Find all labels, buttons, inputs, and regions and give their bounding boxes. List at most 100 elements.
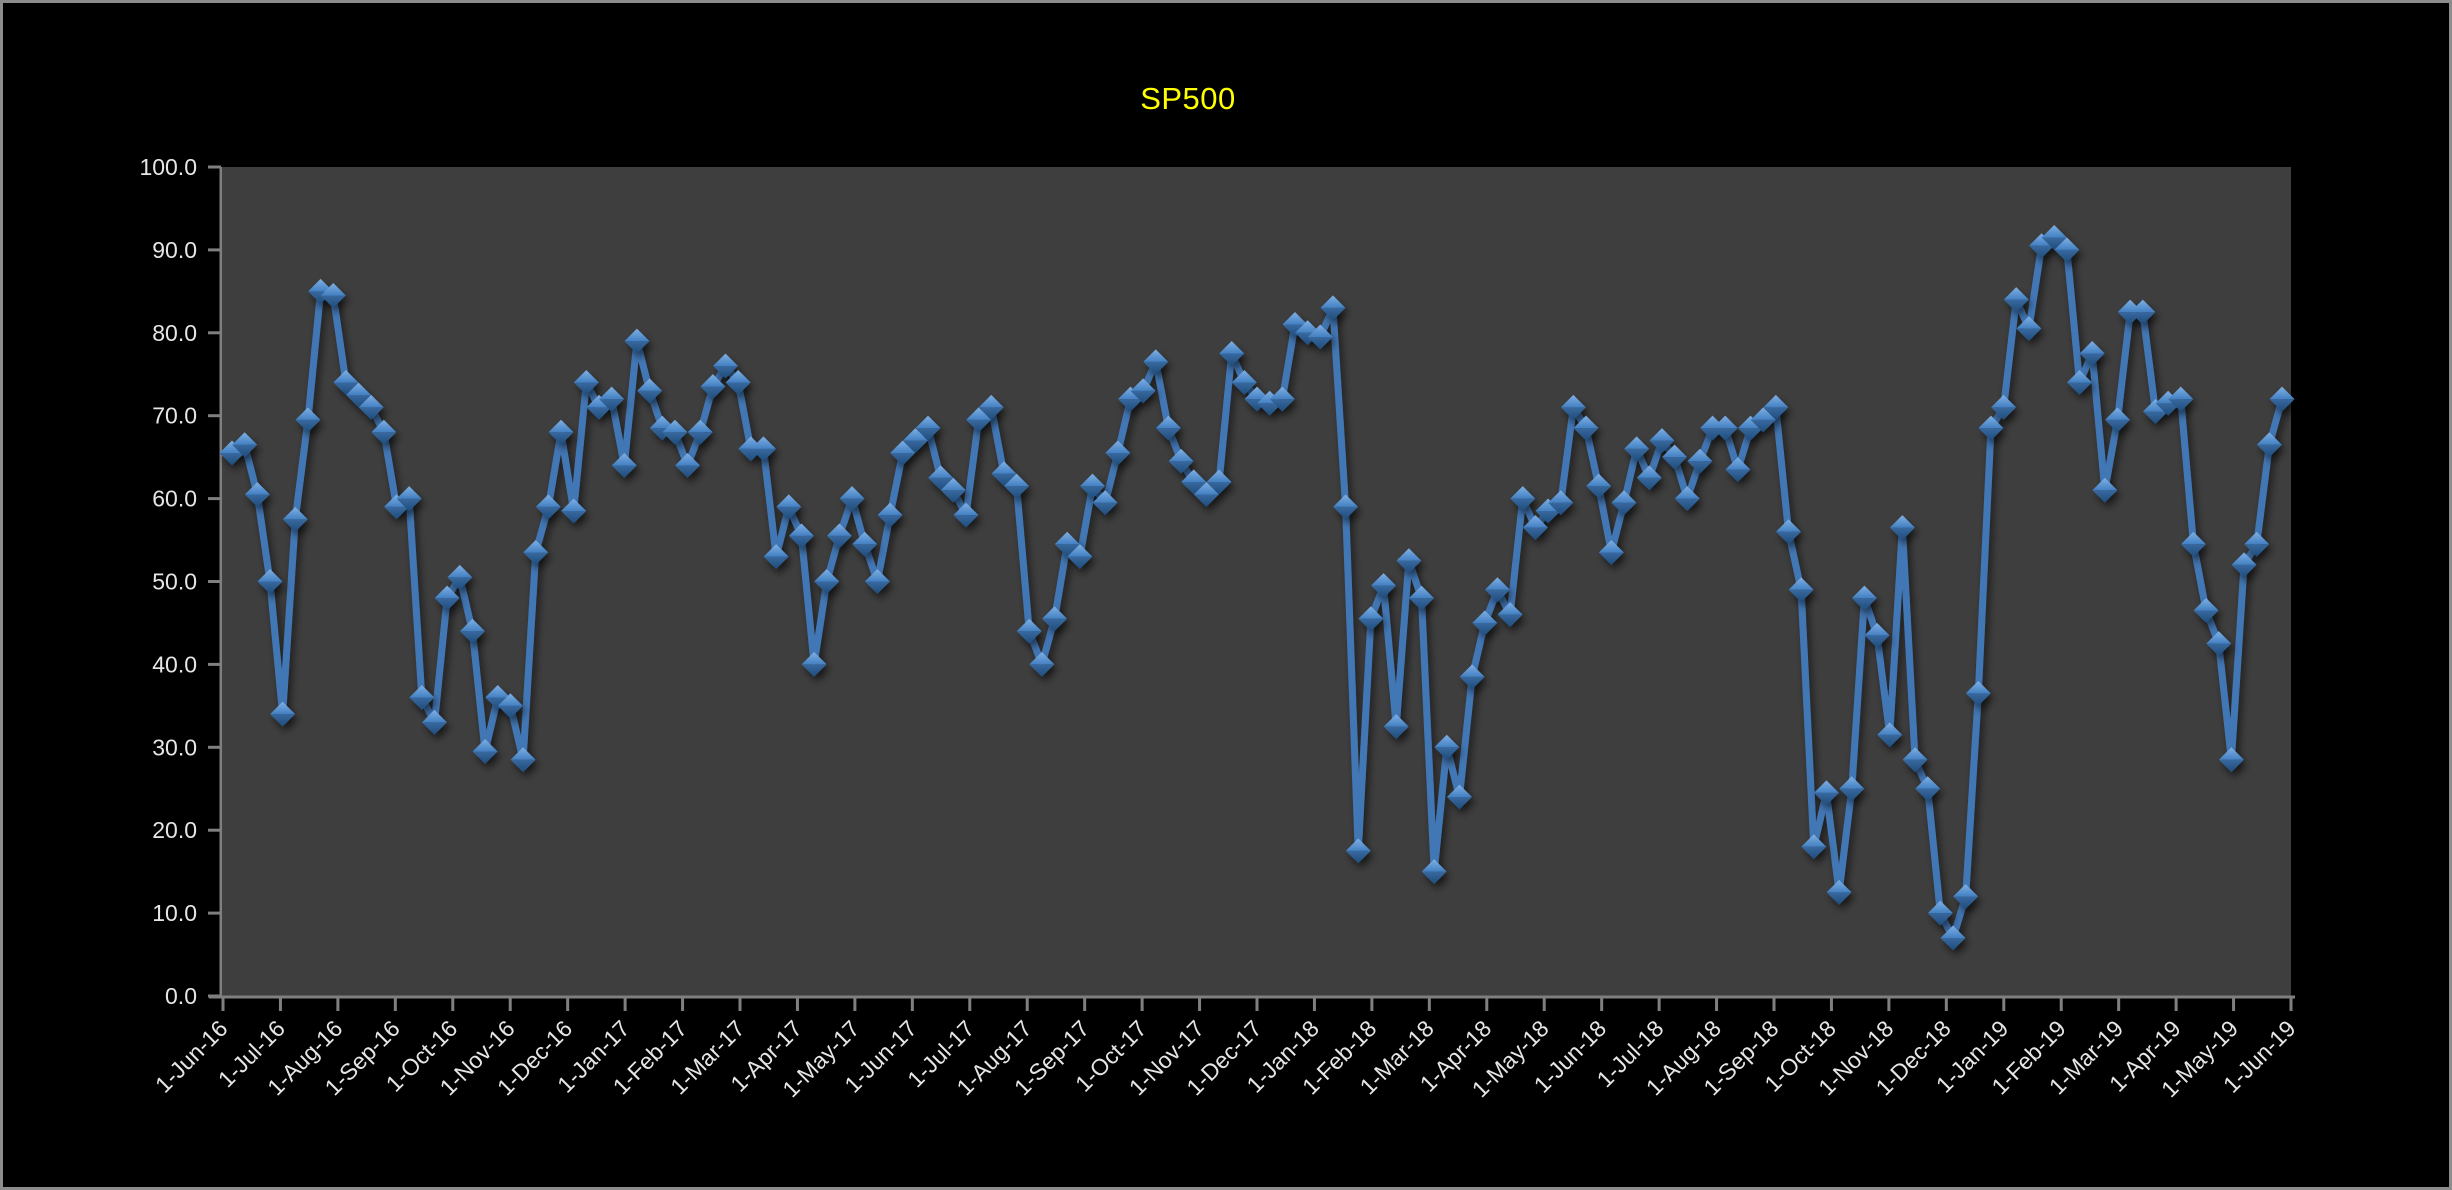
marker-bottom-facet — [611, 465, 637, 478]
marker-top-facet — [1839, 776, 1865, 789]
marker-bottom-facet — [687, 432, 713, 445]
marker-top-facet — [624, 328, 650, 342]
marker-bottom-facet — [2079, 353, 2105, 367]
marker-bottom-facet — [1117, 399, 1143, 412]
marker-bottom-facet — [1978, 428, 2004, 441]
marker-top-facet — [877, 502, 903, 516]
marker-bottom-facet — [1320, 307, 1346, 321]
marker-top-facet — [991, 461, 1017, 474]
marker-top-facet — [1307, 324, 1333, 337]
marker-top-facet — [1105, 440, 1131, 454]
marker-top-facet — [1851, 585, 1877, 599]
marker-top-facet — [1168, 448, 1194, 462]
marker-bottom-facet — [1459, 676, 1485, 690]
marker-top-facet — [2067, 370, 2093, 383]
marker-top-facet — [902, 428, 928, 441]
marker-bottom-facet — [1269, 399, 1295, 412]
marker-top-facet — [1295, 320, 1321, 333]
marker-top-facet — [1446, 784, 1472, 798]
marker-bottom-facet — [1092, 502, 1118, 516]
marker-bottom-facet — [333, 382, 359, 396]
marker-bottom-facet — [1649, 440, 1675, 454]
marker-top-facet — [1560, 394, 1586, 408]
marker-bottom-facet — [890, 453, 916, 466]
marker-top-facet — [244, 481, 270, 495]
marker-top-facet — [713, 353, 739, 366]
marker-top-facet — [358, 394, 384, 408]
marker-top-facet — [687, 419, 713, 433]
marker-bottom-facet — [1219, 353, 1245, 367]
marker-top-facet — [1991, 394, 2017, 408]
marker-bottom-facet — [801, 664, 827, 677]
marker-top-facet — [1813, 780, 1839, 793]
marker-bottom-facet — [1193, 494, 1219, 507]
marker-top-facet — [232, 432, 258, 445]
marker-bottom-facet — [725, 382, 751, 396]
marker-bottom-facet — [1371, 585, 1397, 599]
marker-top-facet — [1358, 606, 1384, 619]
y-tick-label: 0.0 — [165, 983, 197, 1009]
marker-top-facet — [915, 415, 941, 429]
marker-top-facet — [801, 651, 827, 665]
marker-bottom-facet — [2016, 328, 2042, 342]
marker-bottom-facet — [1750, 419, 1776, 433]
chart-svg: 100.0 90.0 80.0 70.0 60.0 50.0 40.0 30.0 20.0 10.… — [139, 154, 2300, 1102]
y-axis-labels: 100.0 90.0 80.0 70.0 60.0 50.0 40.0 30.0 20.0 10.… — [139, 154, 197, 1009]
marker-top-facet — [1674, 486, 1700, 499]
marker-bottom-facet — [814, 581, 840, 594]
marker-bottom-facet — [700, 386, 726, 400]
marker-top-facet — [1927, 900, 1953, 914]
marker-top-facet — [788, 523, 814, 536]
marker-top-facet — [1484, 577, 1510, 590]
marker-bottom-facet — [2244, 544, 2270, 557]
marker-top-facet — [1750, 407, 1776, 420]
marker-top-facet — [637, 378, 663, 391]
marker-bottom-facet — [1763, 407, 1789, 420]
marker-bottom-facet — [561, 511, 587, 524]
marker-bottom-facet — [358, 407, 384, 420]
marker-bottom-facet — [1358, 618, 1384, 632]
marker-top-facet — [1611, 490, 1637, 503]
data-point-markers — [219, 224, 2295, 951]
marker-bottom-facet — [852, 544, 878, 557]
marker-bottom-facet — [282, 519, 308, 532]
marker-bottom-facet — [599, 399, 625, 412]
marker-bottom-facet — [1497, 614, 1523, 628]
marker-bottom-facet — [1484, 589, 1510, 603]
marker-top-facet — [1472, 610, 1498, 623]
marker-bottom-facet — [1421, 871, 1447, 885]
marker-bottom-facet — [776, 506, 802, 520]
marker-bottom-facet — [1409, 598, 1435, 611]
marker-bottom-facet — [1864, 635, 1890, 648]
marker-bottom-facet — [1042, 618, 1068, 632]
marker-top-facet — [2193, 598, 2219, 611]
marker-top-facet — [523, 539, 549, 553]
marker-top-facet — [421, 709, 447, 723]
marker-bottom-facet — [586, 407, 612, 420]
marker-top-facet — [2269, 386, 2295, 400]
marker-bottom-facet — [1965, 693, 1991, 706]
marker-top-facet — [2180, 531, 2206, 545]
marker-top-facet — [1333, 494, 1359, 507]
marker-top-facet — [371, 419, 397, 433]
marker-top-facet — [1269, 386, 1295, 400]
marker-top-facet — [890, 440, 916, 454]
marker-bottom-facet — [2104, 419, 2130, 433]
marker-bottom-facet — [320, 295, 346, 308]
marker-top-facet — [1320, 295, 1346, 308]
marker-bottom-facet — [839, 498, 865, 512]
marker-bottom-facet — [2180, 544, 2206, 557]
marker-bottom-facet — [2092, 490, 2118, 503]
marker-top-facet — [1079, 473, 1105, 487]
marker-top-facet — [1598, 539, 1624, 553]
marker-bottom-facet — [750, 448, 776, 462]
marker-top-facet — [2041, 224, 2067, 238]
y-tick-label: 40.0 — [152, 651, 197, 677]
marker-top-facet — [1219, 341, 1245, 354]
marker-bottom-facet — [1725, 469, 1751, 483]
marker-bottom-facet — [2155, 403, 2181, 416]
marker-bottom-facet — [1257, 403, 1283, 416]
y-tick-label: 50.0 — [152, 569, 197, 595]
marker-bottom-facet — [232, 444, 258, 458]
marker-top-facet — [1877, 722, 1903, 735]
